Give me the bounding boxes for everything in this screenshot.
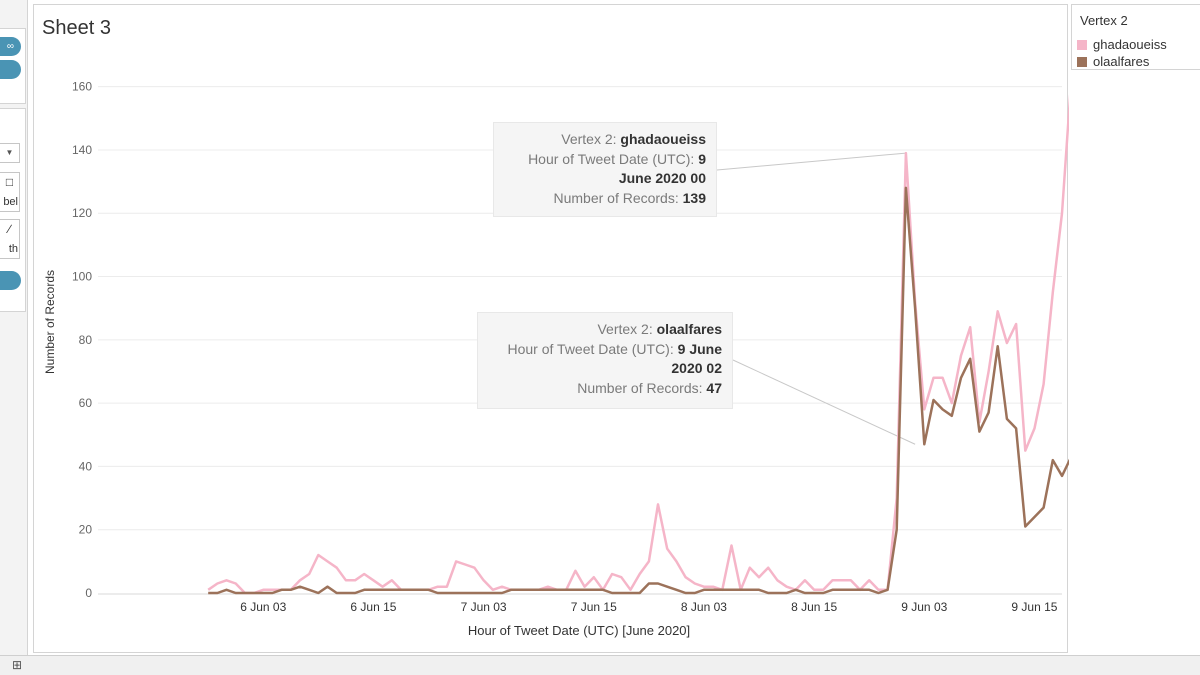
tooltip-label: Number of Records:	[553, 189, 679, 206]
axes: 0 20 40 60 80 100 120 140 160 6 Jun 03 6 Jun 15 7 J…	[72, 80, 1062, 614]
tooltip-value: 2020 02	[671, 360, 722, 376]
x-axis-label: Hour of Tweet Date (UTC) [June 2020]	[468, 623, 690, 638]
y-tick-label: 120	[72, 206, 92, 220]
y-tick-label: 80	[79, 333, 93, 347]
x-tick-label: 6 Jun 03	[240, 600, 286, 614]
legend-item-ghadaoueiss[interactable]: ghadaoueiss	[1077, 37, 1167, 52]
y-axis-label: Number of Records	[43, 270, 57, 374]
chevron-down-icon: ▼	[5, 148, 14, 157]
y-tick-label: 40	[79, 459, 93, 473]
legend-swatch	[1077, 40, 1087, 50]
tooltip-value: 9 June	[677, 340, 722, 357]
path-tile-text: th	[8, 243, 18, 255]
series-line-ghadaoueiss[interactable]	[207, 80, 1069, 595]
x-tick-label: 9 Jun 03	[901, 600, 947, 614]
label-icon: □	[5, 175, 14, 189]
label-tile[interactable]: □ bel	[0, 172, 20, 212]
line-chart[interactable]: 0 20 40 60 80 100 120 140 160 6 Jun 03 6 Jun 15 7 J…	[34, 5, 1069, 654]
y-tick-label: 60	[79, 396, 93, 410]
link-icon: ∞	[6, 41, 15, 52]
marks-type-dropdown[interactable]: ▼	[0, 143, 20, 163]
tooltip-value: 139	[682, 189, 706, 206]
link-pill-button[interactable]: ∞	[0, 37, 21, 56]
y-tick-label: 100	[72, 270, 92, 284]
tooltip-value: olaalfares	[656, 321, 722, 337]
x-tick-label: 6 Jun 15	[350, 600, 396, 614]
tooltip-value: 47	[706, 379, 722, 396]
x-tick-label: 8 Jun 03	[681, 600, 727, 614]
sheet-panel: Sheet 3 0 20 40 60 80 100 120 140 160 6 Jun 03 6 J…	[33, 4, 1069, 654]
grid-icon[interactable]: ⊞	[12, 658, 23, 672]
x-tick-label: 7 Jun 15	[571, 600, 617, 614]
series-line-olaalfares[interactable]	[208, 186, 1069, 595]
tooltip-olaalfares: Vertex 2: olaalfares Hour of Tweet Date …	[477, 312, 733, 409]
tooltip-leaders	[716, 152, 916, 445]
tooltip-label: Vertex 2:	[597, 321, 653, 337]
path-icon: ∕	[8, 222, 11, 236]
series-lines[interactable]	[207, 80, 1069, 595]
y-tick-label: 160	[72, 80, 92, 94]
tooltip-label: Hour of Tweet Date (UTC):	[528, 150, 695, 167]
sheet-title: Sheet 3	[42, 17, 111, 39]
legend-label: olaalfares	[1093, 54, 1150, 69]
x-tick-label: 9 Jun 15	[1011, 600, 1057, 614]
y-tick-label: 20	[79, 523, 93, 537]
legend-title: Vertex 2	[1080, 13, 1128, 28]
legend-item-olaalfares[interactable]: olaalfares	[1077, 54, 1149, 69]
tooltip-label: Hour of Tweet Date (UTC):	[507, 340, 674, 357]
tooltip-value: 9	[698, 150, 706, 167]
legend: Vertex 2 ghadaoueiss olaalfares	[1071, 4, 1200, 70]
y-tick-label: 0	[85, 586, 92, 600]
tooltip-leader-line	[716, 152, 906, 171]
tooltip-label: Number of Records:	[577, 379, 703, 396]
x-tick-label: 8 Jun 15	[791, 600, 837, 614]
x-tick-label: 7 Jun 03	[461, 600, 507, 614]
tooltip-value: June 2020 00	[618, 170, 706, 186]
tooltip-leader-line	[732, 359, 916, 445]
left-panel: ∞ ▼ □ bel ∕ th	[0, 0, 28, 655]
legend-swatch	[1077, 57, 1087, 67]
tooltip-label: Vertex 2:	[561, 131, 617, 147]
tooltip-ghadaoueiss: Vertex 2: ghadaoueiss Hour of Tweet Date…	[493, 122, 717, 217]
legend-label: ghadaoueiss	[1093, 37, 1167, 52]
field-pill[interactable]	[0, 271, 21, 290]
label-tile-text: bel	[3, 196, 18, 208]
bottom-status-bar: ⊞	[0, 655, 1200, 675]
tooltip-value: ghadaoueiss	[620, 131, 706, 147]
pill-button[interactable]	[0, 60, 21, 79]
path-tile[interactable]: ∕ th	[0, 219, 20, 259]
y-tick-label: 140	[72, 143, 92, 157]
